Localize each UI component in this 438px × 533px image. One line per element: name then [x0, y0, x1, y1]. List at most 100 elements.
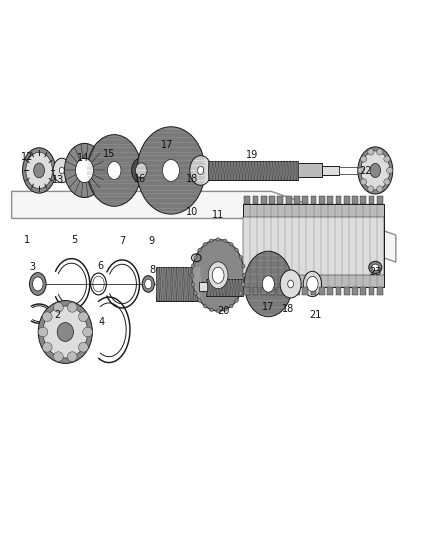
FancyBboxPatch shape [208, 161, 297, 180]
Ellipse shape [57, 322, 74, 342]
Ellipse shape [216, 238, 220, 241]
Text: 20: 20 [217, 306, 230, 316]
FancyBboxPatch shape [311, 196, 316, 204]
Ellipse shape [209, 308, 213, 311]
Ellipse shape [191, 273, 194, 277]
Ellipse shape [368, 186, 374, 192]
FancyBboxPatch shape [277, 287, 283, 295]
FancyBboxPatch shape [336, 287, 341, 295]
Ellipse shape [384, 179, 390, 185]
Ellipse shape [142, 276, 154, 292]
FancyBboxPatch shape [336, 196, 341, 204]
FancyBboxPatch shape [243, 204, 384, 287]
Text: 19: 19 [246, 150, 258, 160]
Ellipse shape [78, 342, 88, 352]
Ellipse shape [209, 239, 213, 243]
Text: 4: 4 [99, 317, 105, 327]
Ellipse shape [229, 243, 233, 246]
Ellipse shape [303, 271, 321, 297]
Text: 12: 12 [21, 152, 33, 163]
Ellipse shape [42, 342, 52, 352]
FancyBboxPatch shape [327, 196, 333, 204]
Ellipse shape [194, 291, 197, 295]
Ellipse shape [361, 151, 390, 190]
FancyBboxPatch shape [311, 287, 316, 295]
Ellipse shape [223, 308, 227, 311]
Text: 17: 17 [262, 302, 274, 312]
Ellipse shape [38, 327, 48, 337]
Ellipse shape [307, 276, 318, 292]
Text: 13: 13 [52, 175, 64, 185]
Ellipse shape [53, 302, 63, 312]
FancyBboxPatch shape [327, 287, 333, 295]
Ellipse shape [38, 301, 92, 364]
Ellipse shape [42, 312, 52, 321]
FancyBboxPatch shape [155, 268, 199, 301]
FancyBboxPatch shape [377, 196, 383, 204]
Ellipse shape [32, 277, 43, 291]
Ellipse shape [60, 167, 64, 174]
Ellipse shape [137, 127, 205, 214]
Ellipse shape [212, 267, 224, 283]
FancyBboxPatch shape [199, 282, 207, 291]
Text: 18: 18 [282, 304, 294, 314]
FancyBboxPatch shape [261, 196, 267, 204]
Text: 7: 7 [119, 236, 125, 246]
Text: 18: 18 [186, 174, 198, 184]
Ellipse shape [87, 135, 141, 206]
Ellipse shape [194, 255, 197, 260]
FancyBboxPatch shape [286, 287, 292, 295]
Ellipse shape [198, 298, 201, 302]
Ellipse shape [53, 158, 71, 183]
FancyBboxPatch shape [360, 287, 366, 295]
Ellipse shape [191, 282, 194, 287]
FancyBboxPatch shape [206, 279, 243, 296]
Ellipse shape [239, 291, 243, 295]
FancyBboxPatch shape [369, 196, 374, 204]
FancyBboxPatch shape [339, 167, 363, 174]
Ellipse shape [67, 352, 77, 361]
Ellipse shape [216, 310, 220, 313]
FancyBboxPatch shape [253, 196, 258, 204]
FancyBboxPatch shape [319, 287, 325, 295]
Ellipse shape [107, 161, 121, 180]
Ellipse shape [377, 186, 383, 192]
FancyBboxPatch shape [344, 196, 350, 204]
Ellipse shape [145, 279, 152, 289]
Ellipse shape [162, 159, 180, 181]
Ellipse shape [368, 149, 374, 155]
Text: 9: 9 [148, 236, 154, 246]
Ellipse shape [372, 264, 379, 271]
Ellipse shape [132, 158, 151, 183]
Ellipse shape [203, 304, 207, 308]
Ellipse shape [75, 158, 94, 183]
FancyBboxPatch shape [269, 287, 275, 295]
FancyBboxPatch shape [352, 287, 358, 295]
Ellipse shape [242, 264, 245, 268]
Ellipse shape [190, 156, 212, 185]
Ellipse shape [223, 239, 227, 243]
Ellipse shape [360, 156, 367, 162]
Text: 3: 3 [29, 262, 35, 272]
Polygon shape [12, 191, 396, 262]
Ellipse shape [64, 143, 105, 198]
FancyBboxPatch shape [369, 287, 374, 295]
Text: 5: 5 [71, 235, 77, 245]
Text: 14: 14 [77, 153, 89, 163]
FancyBboxPatch shape [302, 196, 308, 204]
FancyBboxPatch shape [319, 196, 325, 204]
Ellipse shape [29, 272, 46, 295]
Ellipse shape [262, 276, 274, 292]
Text: 1: 1 [24, 235, 30, 245]
Text: 15: 15 [103, 149, 115, 159]
Ellipse shape [208, 262, 228, 289]
Text: 21: 21 [309, 310, 321, 320]
Ellipse shape [358, 147, 393, 194]
Ellipse shape [26, 152, 53, 189]
Text: 11: 11 [212, 210, 224, 220]
FancyBboxPatch shape [269, 196, 275, 204]
Ellipse shape [78, 312, 88, 321]
Text: 10: 10 [186, 207, 198, 217]
Text: 23: 23 [369, 266, 381, 277]
Ellipse shape [67, 302, 77, 312]
